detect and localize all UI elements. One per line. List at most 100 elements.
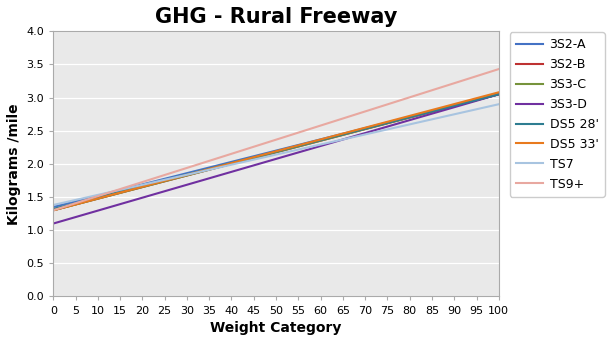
DS5 28' (72, 201, 79, 205)
3S3-C (495, 92, 502, 96)
3S3-D (450, 105, 458, 109)
DS5 28' (317, 138, 324, 142)
3S3-D (384, 124, 391, 129)
3S2-B (473, 98, 480, 102)
3S3-C (362, 127, 369, 131)
3S2-A (450, 104, 458, 108)
DS5 33' (116, 190, 124, 195)
DS5 28' (339, 132, 346, 136)
3S2-A (183, 171, 190, 175)
3S2-B (94, 197, 102, 201)
DS5 33' (50, 208, 57, 212)
3S2-B (250, 156, 258, 160)
TS7 (116, 188, 124, 192)
TS9+ (272, 137, 280, 142)
DS5 33' (94, 196, 102, 200)
3S3-C (384, 121, 391, 125)
3S3-D (139, 196, 146, 200)
Legend: 3S2-A, 3S2-B, 3S3-C, 3S3-D, DS5 28', DS5 33', TS7, TS9+: 3S2-A, 3S2-B, 3S3-C, 3S3-D, DS5 28', DS5… (510, 32, 605, 197)
3S2-B (495, 92, 502, 96)
DS5 33' (183, 173, 190, 177)
3S2-B (139, 185, 146, 189)
DS5 28' (495, 92, 502, 96)
TS9+ (294, 131, 302, 135)
TS9+ (161, 173, 168, 177)
3S3-C (294, 144, 302, 148)
DS5 33' (206, 167, 213, 171)
Line: TS7: TS7 (53, 104, 499, 205)
3S2-B (228, 162, 235, 166)
DS5 33' (428, 108, 436, 112)
3S2-A (250, 154, 258, 158)
DS5 33' (339, 132, 346, 136)
3S2-A (272, 148, 280, 153)
TS7 (250, 158, 258, 162)
TS7 (473, 107, 480, 111)
3S2-B (450, 104, 458, 108)
DS5 33' (473, 96, 480, 100)
3S3-C (206, 168, 213, 172)
DS5 28' (139, 184, 146, 188)
TS7 (183, 173, 190, 177)
TS9+ (384, 102, 391, 106)
TS9+ (317, 123, 324, 128)
3S2-A (72, 199, 79, 203)
TS9+ (406, 95, 413, 100)
3S2-B (116, 191, 124, 195)
3S3-D (428, 111, 436, 116)
TS7 (339, 137, 346, 142)
TS7 (206, 168, 213, 172)
TS7 (228, 162, 235, 167)
DS5 33' (294, 143, 302, 147)
TS9+ (139, 180, 146, 184)
Title: GHG - Rural Freeway: GHG - Rural Freeway (155, 7, 397, 27)
Line: 3S2-B: 3S2-B (53, 94, 499, 210)
3S3-D (228, 170, 235, 174)
3S2-A (161, 177, 168, 181)
DS5 28' (473, 98, 480, 102)
3S3-C (50, 208, 57, 212)
3S2-B (72, 202, 79, 207)
3S3-D (272, 157, 280, 161)
DS5 33' (72, 202, 79, 207)
3S3-D (50, 222, 57, 226)
3S2-A (406, 115, 413, 119)
Line: DS5 33': DS5 33' (53, 92, 499, 210)
DS5 33' (384, 120, 391, 124)
TS7 (272, 153, 280, 157)
DS5 28' (228, 161, 235, 165)
3S3-D (317, 144, 324, 148)
TS9+ (116, 187, 124, 191)
TS7 (450, 112, 458, 116)
DS5 28' (50, 207, 57, 211)
3S2-A (94, 194, 102, 198)
TS7 (428, 117, 436, 121)
3S2-A (228, 160, 235, 164)
DS5 33' (495, 90, 502, 94)
3S2-A (428, 109, 436, 113)
Line: 3S3-C: 3S3-C (53, 94, 499, 210)
3S3-C (272, 150, 280, 154)
DS5 28' (294, 144, 302, 148)
TS9+ (183, 166, 190, 170)
3S2-A (473, 98, 480, 102)
DS5 33' (250, 155, 258, 159)
TS9+ (50, 208, 57, 212)
3S2-B (362, 127, 369, 131)
DS5 28' (94, 195, 102, 199)
Line: DS5 28': DS5 28' (53, 94, 499, 209)
3S3-C (72, 202, 79, 207)
3S3-C (450, 104, 458, 108)
3S3-D (116, 202, 124, 206)
Line: 3S3-D: 3S3-D (53, 94, 499, 224)
3S3-C (116, 191, 124, 195)
3S2-A (139, 182, 146, 186)
3S3-D (406, 118, 413, 122)
3S2-B (161, 179, 168, 183)
TS7 (495, 102, 502, 106)
DS5 28' (384, 121, 391, 125)
TS7 (50, 203, 57, 207)
3S2-B (50, 208, 57, 212)
TS9+ (250, 145, 258, 149)
Y-axis label: Kilograms /mile: Kilograms /mile (7, 103, 21, 225)
